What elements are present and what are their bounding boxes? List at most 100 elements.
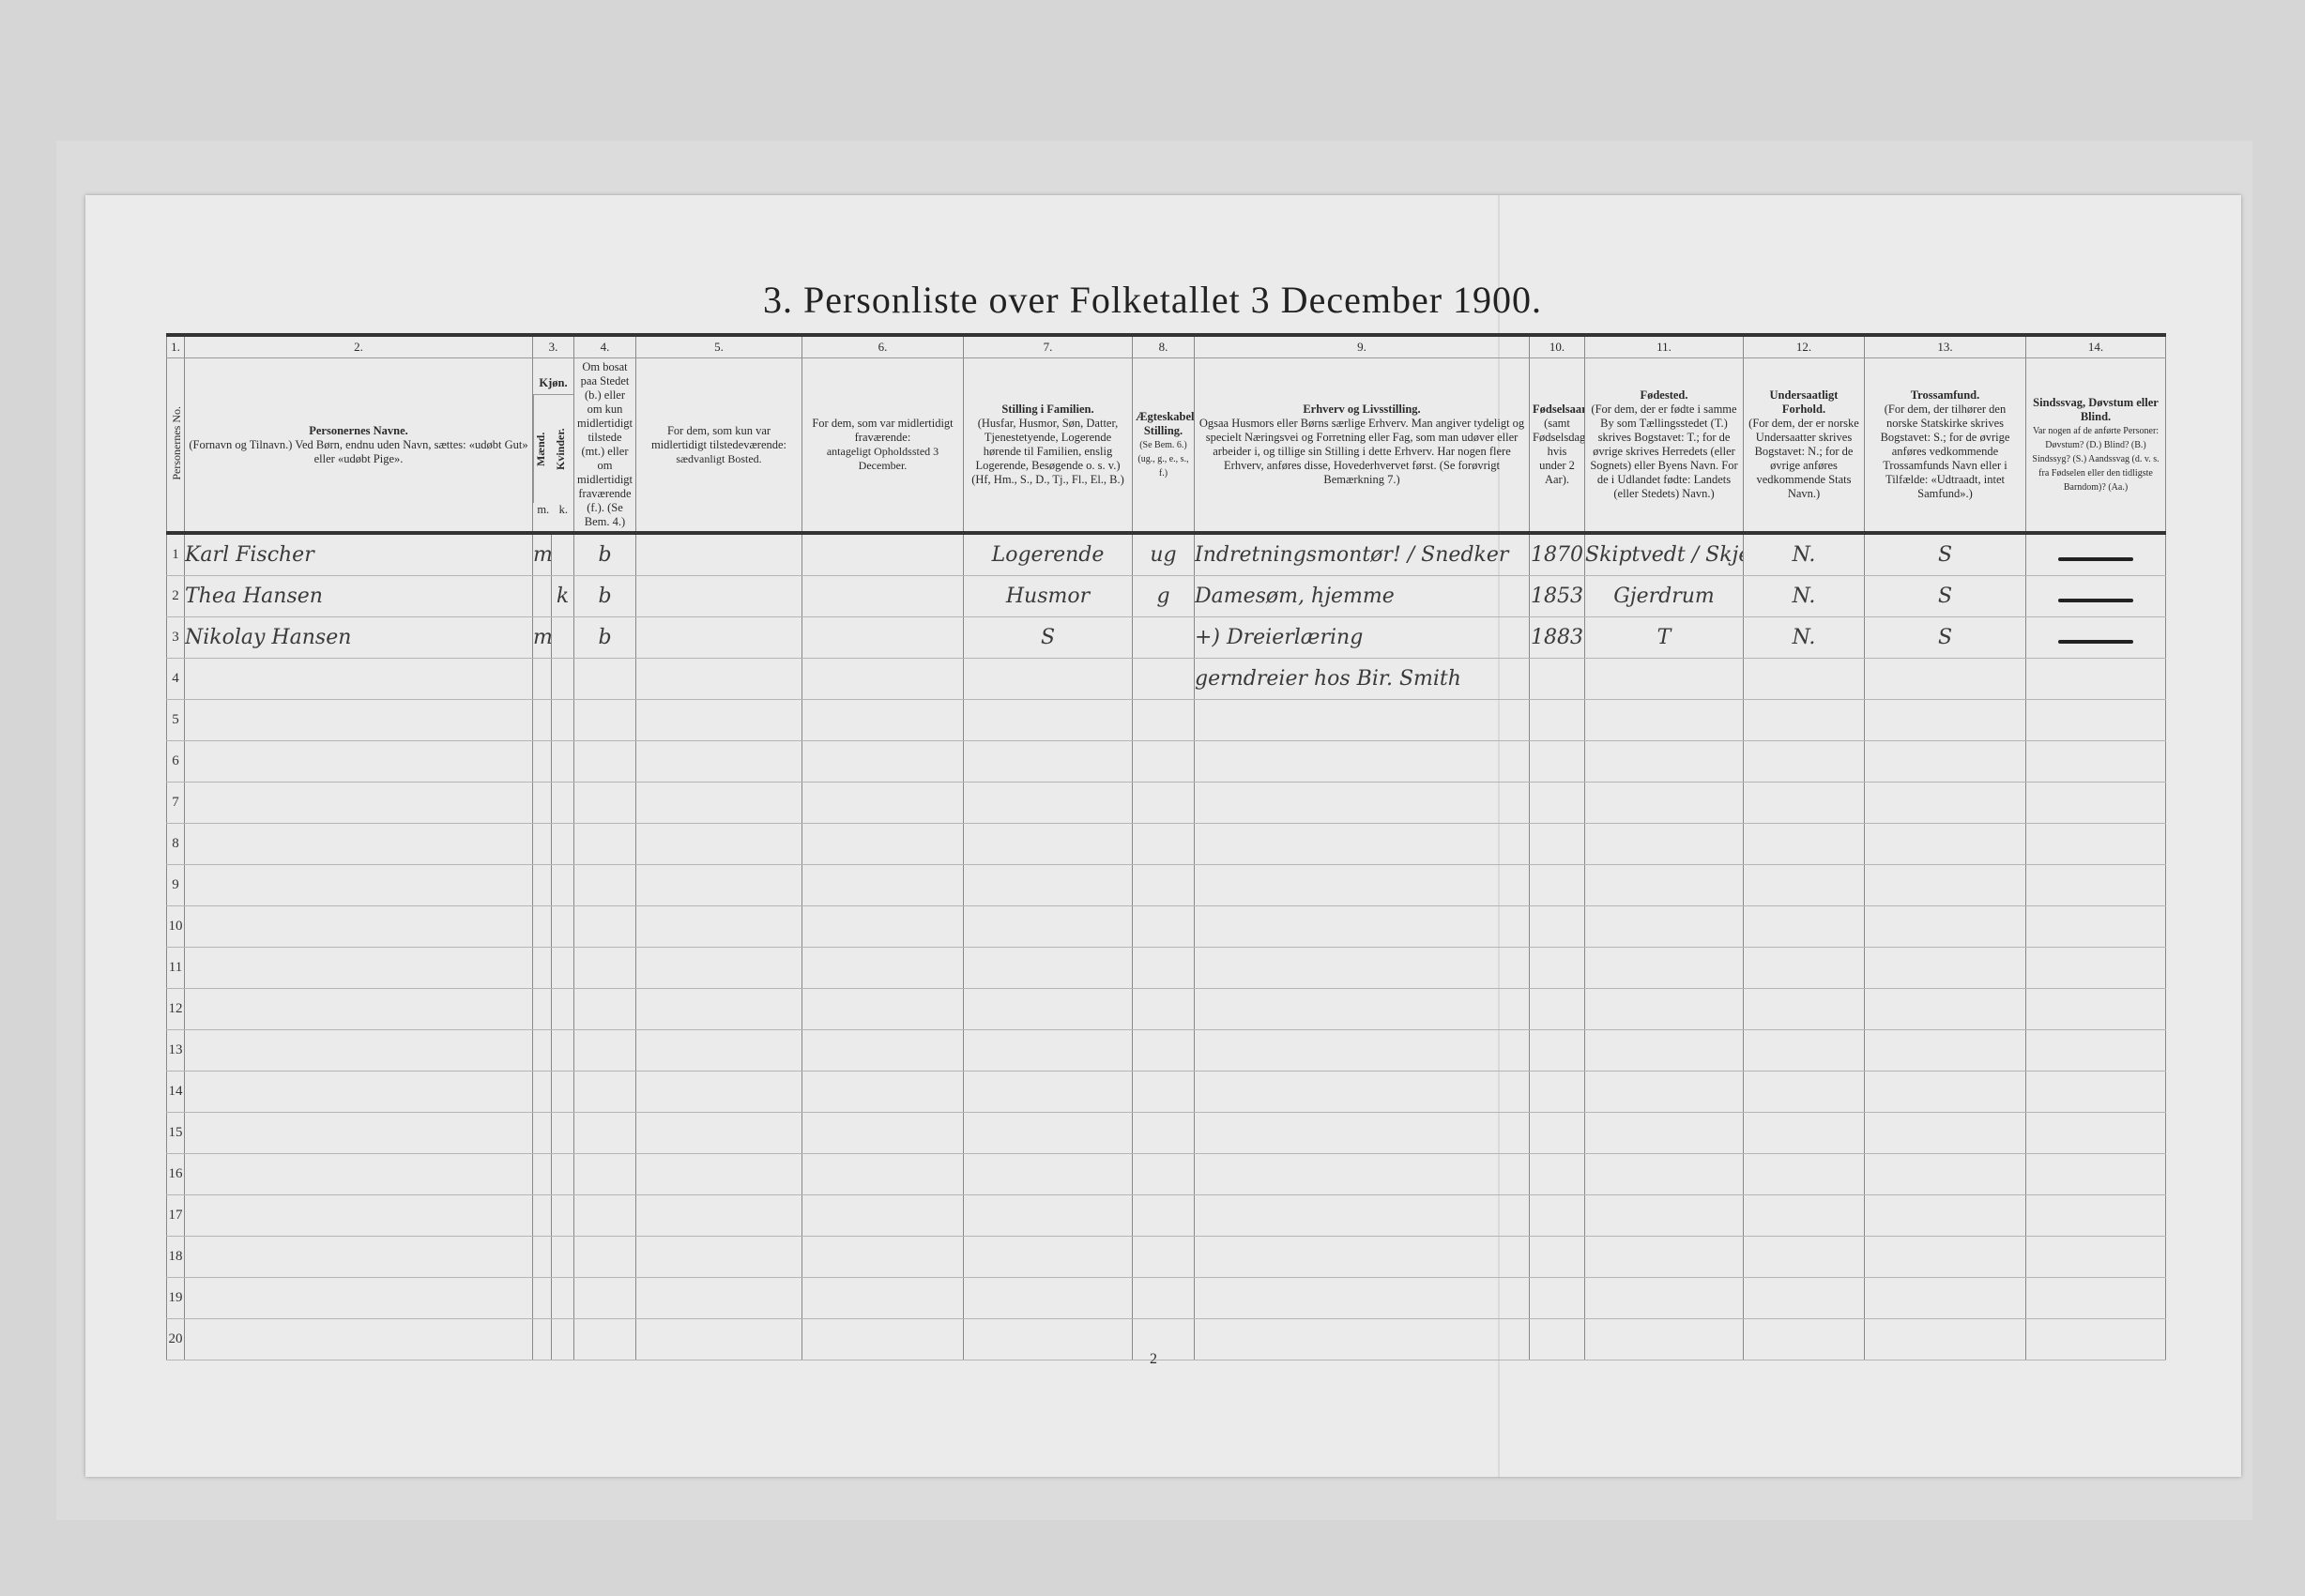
sex-female: k xyxy=(551,575,574,617)
row-number: 9 xyxy=(166,864,185,906)
table-row: 15 xyxy=(166,1112,2166,1154)
person-name xyxy=(184,782,533,824)
person-name xyxy=(184,1153,533,1195)
disability xyxy=(2025,658,2166,700)
row-number: 15 xyxy=(166,1112,185,1154)
col-num: 14. xyxy=(2025,335,2166,358)
sex-male xyxy=(532,988,552,1030)
page-number: 2 xyxy=(1150,1351,1157,1367)
sex-male xyxy=(532,575,552,617)
sex-female xyxy=(551,533,574,576)
header-temporary-location: For dem, som var midlertidigt fraværende… xyxy=(801,357,964,535)
sex-female xyxy=(551,782,574,824)
birthplace xyxy=(1584,740,1744,783)
table-row: 19 xyxy=(166,1277,2166,1319)
person-name xyxy=(184,823,533,865)
dash-mark xyxy=(2058,599,2133,602)
birth-year: 1883 xyxy=(1529,616,1585,659)
table-row: 11 xyxy=(166,947,2166,989)
temporary-location xyxy=(801,1112,964,1154)
marital-status xyxy=(1132,782,1195,824)
sex-female xyxy=(551,1236,574,1278)
usual-residence xyxy=(635,575,802,617)
family-position xyxy=(963,1029,1133,1072)
residence-status xyxy=(573,1318,636,1360)
citizenship xyxy=(1743,947,1865,989)
birthplace xyxy=(1584,1318,1744,1360)
occupation: Damesøm, hjemme xyxy=(1194,575,1530,617)
occupation xyxy=(1194,823,1530,865)
person-name xyxy=(184,1318,533,1360)
sex-female xyxy=(551,740,574,783)
citizenship xyxy=(1743,1318,1865,1360)
occupation: gerndreier hos Bir. Smith xyxy=(1194,658,1530,700)
sex-female xyxy=(551,1194,574,1237)
table-row: 16 xyxy=(166,1153,2166,1195)
table-row: 3 Nikolay Hansen m b S +) Dreierlæring 1883 T N.… xyxy=(166,616,2166,659)
disability xyxy=(2025,1112,2166,1154)
citizenship xyxy=(1743,658,1865,700)
row-number: 14 xyxy=(166,1071,185,1113)
temporary-location xyxy=(801,699,964,741)
marital-status xyxy=(1132,658,1195,700)
religion xyxy=(1864,782,2026,824)
usual-residence xyxy=(635,782,802,824)
disability xyxy=(2025,1236,2166,1278)
disability xyxy=(2025,947,2166,989)
person-name xyxy=(184,658,533,700)
citizenship xyxy=(1743,1277,1865,1319)
birth-year xyxy=(1529,1236,1585,1278)
marital-status: ug xyxy=(1132,533,1195,576)
residence-status xyxy=(573,1194,636,1237)
marital-status xyxy=(1132,740,1195,783)
residence-status xyxy=(573,947,636,989)
table-row: 18 xyxy=(166,1236,2166,1278)
disability xyxy=(2025,1194,2166,1237)
table-row: 20 xyxy=(166,1318,2166,1360)
birthplace xyxy=(1584,782,1744,824)
header-person-no: Personernes No. xyxy=(166,357,185,535)
row-number: 3 xyxy=(166,616,185,659)
dash-mark xyxy=(2058,557,2133,561)
birthplace xyxy=(1584,1153,1744,1195)
family-position xyxy=(963,864,1133,906)
temporary-location xyxy=(801,1318,964,1360)
sex-female xyxy=(551,1029,574,1072)
row-number: 13 xyxy=(166,1029,185,1072)
citizenship: N. xyxy=(1743,616,1865,659)
temporary-location xyxy=(801,1194,964,1237)
header-citizenship: Undersaatligt Forhold. (For dem, der er n… xyxy=(1743,357,1865,535)
birthplace xyxy=(1584,1112,1744,1154)
table-row: 9 xyxy=(166,864,2166,906)
birthplace xyxy=(1584,864,1744,906)
sex-male xyxy=(532,947,552,989)
religion xyxy=(1864,658,2026,700)
usual-residence xyxy=(635,1236,802,1278)
usual-residence xyxy=(635,1029,802,1072)
citizenship xyxy=(1743,699,1865,741)
birth-year xyxy=(1529,1277,1585,1319)
religion xyxy=(1864,740,2026,783)
usual-residence xyxy=(635,1277,802,1319)
temporary-location xyxy=(801,740,964,783)
temporary-location xyxy=(801,533,964,576)
disability xyxy=(2025,1029,2166,1072)
form-title: 3. Personliste over Folketallet 3 Decemb… xyxy=(762,279,1543,321)
citizenship xyxy=(1743,740,1865,783)
occupation xyxy=(1194,905,1530,948)
header-religion: Trossamfund. (For dem, der tilhører den n… xyxy=(1864,357,2026,535)
citizenship xyxy=(1743,1071,1865,1113)
column-number-row: 1. 2. 3. 4. 5. 6. 7. 8. 9. 10. 11. 12. 1… xyxy=(166,335,2166,358)
row-number: 16 xyxy=(166,1153,185,1195)
birth-year xyxy=(1529,823,1585,865)
usual-residence xyxy=(635,658,802,700)
col-num: 10. xyxy=(1529,335,1585,358)
religion xyxy=(1864,905,2026,948)
residence-status: b xyxy=(573,616,636,659)
sex-male: m xyxy=(532,533,552,576)
row-number: 1 xyxy=(166,533,185,576)
sex-female xyxy=(551,699,574,741)
religion xyxy=(1864,1029,2026,1072)
person-name: Thea Hansen xyxy=(184,575,533,617)
col-num: 3. xyxy=(532,335,574,358)
